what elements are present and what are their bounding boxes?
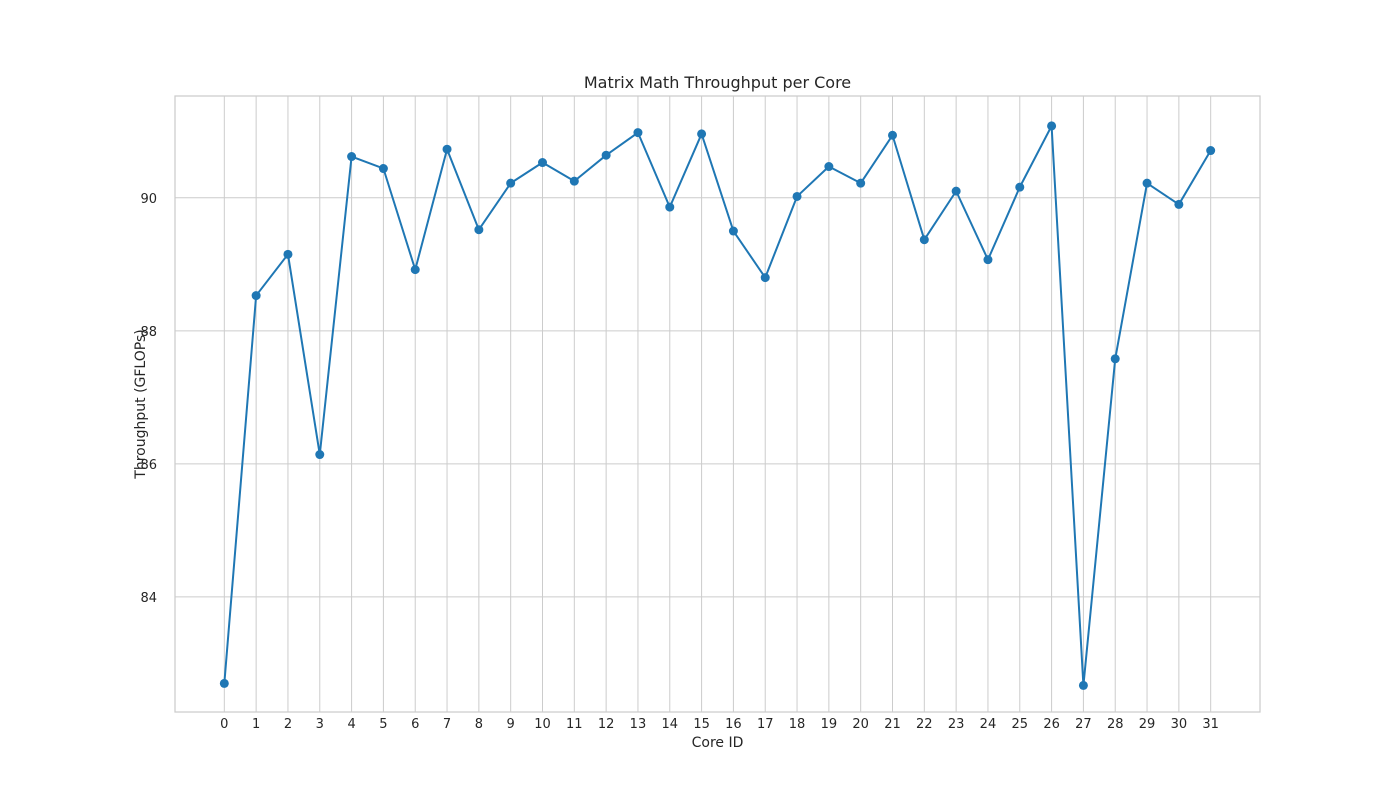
data-point [919,235,929,245]
data-point [347,152,357,162]
grid [175,96,1260,712]
data-point [856,178,866,188]
data-point [728,226,738,236]
x-tick-label: 21 [884,717,901,732]
x-tick-label: 24 [980,717,997,732]
series-group [219,121,1216,690]
x-tick-label: 11 [566,717,583,732]
data-point [219,678,229,688]
data-point [601,150,611,160]
data-point [442,144,452,154]
x-tick-label: 0 [220,717,228,732]
x-tick-label: 20 [852,717,869,732]
data-point [410,265,420,275]
x-tick-label: 2 [284,717,292,732]
x-tick-label: 25 [1011,717,1028,732]
x-axis-ticks: 0 1 2 3 4 5 6 7 8 9 10 11 12 13 14 15 16 17 18 19 20 21 22 23 24… [220,717,1219,732]
y-tick-label: 86 [140,458,157,473]
data-point [1078,680,1088,690]
x-tick-label: 8 [475,717,483,732]
x-tick-label: 12 [598,717,615,732]
data-point [760,273,770,283]
series-line [223,124,1212,687]
chart-title: Matrix Math Throughput per Core [584,73,851,92]
y-axis-ticks: 84 86 88 90 [140,192,157,606]
x-tick-label: 30 [1171,717,1188,732]
x-tick-label: 9 [507,717,515,732]
data-point [951,186,961,196]
data-point [888,130,897,140]
x-tick-label: 10 [534,717,551,732]
y-axis-label: Throughput (GFLOPs) [133,329,149,479]
x-tick-label: 17 [757,717,774,732]
data-point [1110,354,1120,364]
x-tick-label: 15 [693,717,710,732]
data-point [824,162,834,172]
x-tick-label: 23 [948,717,965,732]
y-tick-label: 88 [140,325,157,340]
data-point [1174,199,1184,209]
x-tick-label: 13 [630,717,647,732]
data-point [1142,178,1152,188]
data-point [378,164,388,174]
data-point [538,158,547,168]
x-tick-label: 3 [316,717,324,732]
y-tick-label: 90 [140,192,157,207]
x-tick-label: 16 [725,717,742,732]
x-tick-label: 1 [252,717,260,732]
data-point [506,178,516,188]
x-tick-label: 28 [1107,717,1124,732]
data-point [633,128,643,138]
x-tick-label: 31 [1202,717,1219,732]
x-tick-label: 6 [411,717,419,732]
data-point [315,450,325,460]
data-point [1015,182,1025,192]
x-tick-label: 29 [1139,717,1156,732]
data-point [569,176,579,186]
data-point [1047,121,1057,131]
data-point [1206,146,1216,156]
x-tick-label: 5 [379,717,387,732]
y-tick-label: 84 [140,591,157,606]
data-point [283,249,293,259]
x-tick-label: 27 [1075,717,1092,732]
x-tick-label: 14 [661,717,678,732]
x-tick-label: 7 [443,717,451,732]
data-point [665,202,675,212]
data-point [474,225,484,235]
x-tick-label: 22 [916,717,933,732]
x-axis-label: Core ID [692,735,744,751]
data-point [792,191,802,201]
x-tick-label: 18 [789,717,806,732]
plot-area-frame [174,95,1261,713]
data-point [697,129,707,139]
data-point [983,255,993,265]
x-tick-label: 26 [1043,717,1060,732]
x-tick-label: 4 [347,717,355,732]
data-point [251,291,261,301]
x-tick-label: 19 [821,717,838,732]
